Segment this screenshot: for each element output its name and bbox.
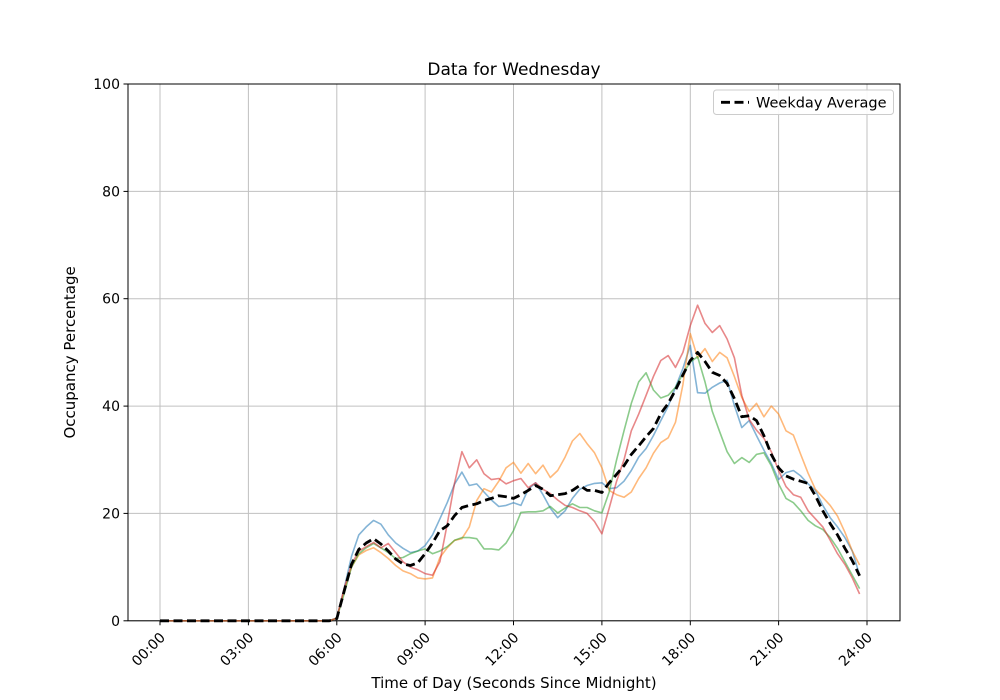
x-tick-label: 03:00 xyxy=(217,630,257,670)
line-series-3 xyxy=(160,355,861,622)
y-tick-label: 60 xyxy=(102,292,120,308)
line-series-4 xyxy=(160,304,861,622)
legend-label: Weekday Average xyxy=(756,95,887,111)
line-weekday-average xyxy=(160,350,861,623)
y-axis-label: Occupancy Percentage xyxy=(61,266,79,438)
x-tick-labels: 00:00 03:00 06:00 09:00 12:00 15:00 18:00 21:00… xyxy=(129,630,876,670)
legend: Weekday Average xyxy=(713,89,894,115)
x-tick-label: 21:00 xyxy=(748,630,788,670)
x-tick-label: 00:00 xyxy=(129,630,169,670)
gridlines xyxy=(128,83,900,622)
x-tick-label: 15:00 xyxy=(571,630,611,670)
y-tick-label: 20 xyxy=(102,506,120,522)
x-tick-label: 09:00 xyxy=(394,630,434,670)
x-tick-label: 24:00 xyxy=(836,630,876,670)
y-tick-label: 40 xyxy=(102,399,120,415)
y-tick-label: 0 xyxy=(111,614,120,630)
x-tick-label: 06:00 xyxy=(306,630,346,670)
chart-title: Data for Wednesday xyxy=(427,60,600,80)
y-tick-label: 100 xyxy=(93,77,120,93)
x-axis-label: Time of Day (Seconds Since Midnight) xyxy=(370,674,656,692)
legend-box xyxy=(713,89,894,115)
line-series-2 xyxy=(160,332,861,622)
y-tick-labels: 0 20 40 60 80 100 xyxy=(93,77,120,630)
data-series-lines xyxy=(160,304,861,623)
x-tick-label: 18:00 xyxy=(659,630,699,670)
x-tick-label: 12:00 xyxy=(482,630,522,670)
axis-tick-marks xyxy=(123,83,868,626)
y-tick-label: 80 xyxy=(102,184,120,200)
